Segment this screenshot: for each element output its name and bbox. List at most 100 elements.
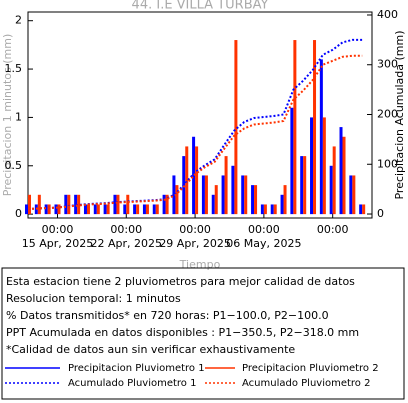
- precip-bar: [93, 204, 97, 215]
- precip-bar: [201, 175, 205, 215]
- precip-bar: [283, 185, 287, 215]
- precip-bar: [44, 204, 48, 215]
- precip-bar: [352, 175, 356, 215]
- legend-label: Precipitacion Pluviometro 1: [68, 363, 205, 374]
- precip-bar: [74, 194, 78, 215]
- precip-bar: [165, 194, 169, 215]
- x-tick-date: 15 Apr, 2025: [22, 237, 94, 250]
- precip-bar: [133, 204, 137, 215]
- y-axis-label: Precipitacion 1 minutos (mm): [1, 34, 14, 196]
- precip-bar: [83, 204, 87, 215]
- precip-bar: [113, 194, 117, 215]
- precip-bar: [126, 194, 130, 215]
- precip-bar: [263, 204, 267, 215]
- x-tick-date: 06 May, 2025: [226, 237, 301, 250]
- x-tick-date: 29 Apr, 2025: [159, 237, 231, 250]
- precip-bar: [47, 204, 51, 215]
- precip-bar: [77, 194, 81, 215]
- x-tick-label: 00:00: [317, 223, 349, 236]
- info-box: [1, 267, 405, 400]
- precip-bar: [155, 204, 159, 215]
- y2-tick-label: 0: [377, 207, 384, 220]
- info-text: *Calidad de datos aun sin verificar exha…: [6, 343, 295, 356]
- precip-bar: [270, 204, 274, 215]
- y-tick-label: 0.5: [5, 159, 23, 172]
- precip-bar: [195, 146, 199, 215]
- x-tick-label: 00:00: [110, 223, 142, 236]
- precip-bar: [211, 194, 215, 215]
- precip-bar: [290, 107, 294, 215]
- precip-bar: [162, 194, 166, 215]
- info-text: Resolucion temporal: 1 minutos: [6, 292, 181, 305]
- x-tick-date: 22 Apr, 2025: [91, 237, 163, 250]
- precip-bar: [192, 136, 196, 215]
- precip-bar: [244, 175, 248, 215]
- x-tick-label: 00:00: [248, 223, 280, 236]
- precip-bar: [300, 156, 304, 215]
- precip-bar: [273, 204, 277, 215]
- x-tick-label: 00:00: [42, 223, 74, 236]
- y2-axis-label: Precipitacion Acumulada (mm): [393, 30, 406, 199]
- y2-tick-label: 300: [377, 58, 398, 71]
- precip-bar: [37, 194, 41, 215]
- legend-label: Precipitacion Pluviometro 2: [242, 363, 379, 374]
- precip-bar: [293, 40, 297, 215]
- precip-bar: [260, 204, 264, 215]
- precip-bar: [96, 204, 100, 215]
- precip-bar: [25, 204, 28, 215]
- precip-bar: [280, 194, 284, 215]
- precip-bar: [362, 204, 366, 215]
- precip-bar: [241, 175, 245, 215]
- y2-tick-label: 100: [377, 157, 398, 170]
- precip-bar: [86, 204, 90, 215]
- precip-bar: [332, 146, 336, 215]
- precip-bar: [145, 204, 149, 215]
- precip-bar: [142, 204, 146, 215]
- precip-bar: [204, 175, 208, 215]
- precip-bar: [54, 204, 58, 215]
- precip-bar: [214, 185, 218, 215]
- precip-bar: [123, 204, 127, 215]
- legend-label: Acumulado Pluviometro 2: [242, 378, 370, 389]
- cumulative-line: [27, 54, 363, 210]
- precip-bar: [221, 175, 225, 215]
- precip-bar: [136, 204, 140, 215]
- precip-bar: [57, 204, 61, 215]
- precip-bar: [339, 127, 343, 215]
- precip-bar: [303, 156, 307, 215]
- precip-bar: [329, 165, 333, 215]
- y-tick-label: 2: [15, 14, 22, 27]
- y2-tick-label: 400: [377, 8, 398, 21]
- precip-bar: [359, 204, 363, 215]
- info-text: % Datos transmitidos* en 720 horas: P1−1…: [6, 309, 329, 322]
- legend-label: Acumulado Pluviometro 1: [68, 378, 196, 389]
- precip-bar: [175, 185, 179, 215]
- precip-bar: [231, 165, 235, 215]
- info-text: PPT Acumulada en datos disponibles : P1−…: [6, 326, 359, 339]
- precip-bar: [310, 117, 314, 215]
- precip-bar: [103, 204, 107, 215]
- chart-title: 44. I.E VILLA TURBAY: [132, 0, 269, 13]
- precip-bar: [322, 117, 326, 215]
- precip-bar: [67, 194, 71, 215]
- x-axis-label: Tiempo: [179, 258, 221, 271]
- precip-bar: [172, 175, 176, 215]
- y-tick-label: 1.5: [5, 62, 23, 75]
- y2-tick-label: 200: [377, 108, 398, 121]
- precip-bar: [224, 156, 228, 215]
- precip-bar: [342, 136, 346, 215]
- precip-bar: [254, 185, 258, 215]
- x-tick-label: 00:00: [179, 223, 211, 236]
- precip-bar: [349, 175, 353, 215]
- precip-bar: [28, 194, 31, 215]
- y-tick-label: 0: [15, 207, 22, 220]
- precip-bar: [185, 146, 189, 215]
- precip-bar: [152, 204, 156, 215]
- precip-bar: [313, 40, 317, 215]
- precip-bar: [64, 194, 68, 215]
- precip-bar: [116, 194, 120, 215]
- precip-bar: [234, 40, 238, 215]
- precip-bar: [251, 185, 255, 215]
- precip-bar: [106, 204, 110, 215]
